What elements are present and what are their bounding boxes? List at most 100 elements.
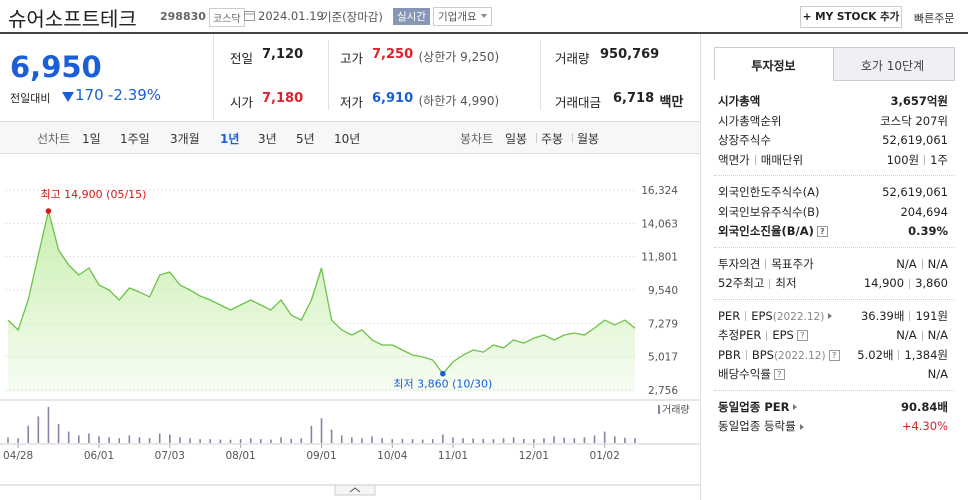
volume-bar (452, 437, 454, 443)
cell-value: 6,910 (372, 91, 414, 106)
realtime-badge[interactable]: 실시간 (393, 8, 430, 25)
volume-bar (169, 434, 171, 443)
current-price: 6,950 (10, 50, 102, 84)
tab-heading[interactable]: 봉차트 (460, 132, 494, 146)
date-basis: 기준(장마감) (321, 10, 383, 24)
separator (924, 155, 926, 165)
volume-bar (543, 438, 545, 443)
row-label: EPS (772, 328, 794, 342)
info-row: 액면가 매매단위 100원 1주 (718, 151, 948, 170)
volume-bar (613, 436, 616, 443)
tab-separator (572, 133, 573, 143)
row-value: 100원 (886, 152, 920, 167)
row-label: 추정PER (718, 328, 762, 342)
cell-label: 거래대금 (555, 95, 602, 110)
x-tick-label: 08/01 (225, 450, 255, 462)
candle-tab[interactable]: 일봉 (505, 132, 528, 146)
help-icon[interactable]: ? (796, 330, 808, 341)
arrow-icon[interactable] (828, 313, 833, 319)
info-row: 상장주식수 52,619,061 (718, 131, 948, 150)
volume-bar (401, 438, 404, 443)
row-label: 52주최고 (718, 276, 765, 290)
info-row: 동일업종 등락률 +4.30% (718, 417, 948, 436)
collapse-chevron (349, 487, 361, 493)
left-panel (0, 34, 701, 500)
row-value: +4.30% (901, 419, 948, 433)
row-values: 100원 1주 (887, 151, 948, 170)
separator (909, 278, 911, 289)
row-label: 배당수익률 (718, 367, 771, 381)
volume-bar (280, 437, 282, 443)
volume-bar (634, 438, 636, 443)
my-stock-button[interactable]: + MY STOCK 추가 (800, 6, 902, 28)
period-tab[interactable]: 1년 (220, 132, 240, 146)
row-value: 3,657억원 (890, 94, 948, 108)
row-value: 191원 (915, 308, 948, 323)
separator (921, 259, 923, 269)
volume-bar (88, 433, 90, 443)
info-row: PBR BPS(2022.12)? 5.02배 1,384원 (718, 346, 948, 365)
row-value: 0.39% (908, 224, 948, 238)
volume-bar (431, 439, 434, 443)
period-tab[interactable]: 10년 (334, 132, 361, 146)
row-values: 52,619,061 (882, 183, 948, 202)
row-value: N/A (896, 328, 917, 342)
side-tab-box (714, 47, 834, 80)
info-row: 투자의견 목표주가 N/A N/A (718, 255, 948, 274)
volume-bar (371, 436, 373, 443)
info-row: 시가총액 3,657억원 (718, 92, 948, 111)
arrow-icon[interactable] (799, 423, 804, 430)
info-row: 배당수익률? N/A (718, 365, 948, 384)
help-icon[interactable]: ? (828, 349, 840, 361)
cell-value: 6,718 (613, 91, 655, 106)
period-tab[interactable]: 5년 (296, 132, 315, 146)
period-tab[interactable]: 1주일 (120, 132, 150, 146)
row-values: N/A (928, 365, 948, 384)
volume-bar (229, 439, 232, 443)
tab-heading[interactable]: 선차트 (37, 132, 71, 146)
row-value: 5.02배 (857, 347, 894, 362)
volume-bar (563, 437, 566, 443)
x-tick-label: 01/02 (590, 450, 620, 462)
volume-bar (27, 425, 30, 443)
row-value: N/A (927, 328, 948, 342)
row-values: 0.39% (908, 222, 948, 241)
info-row: 외국인보유주식수(B) 204,694 (718, 203, 948, 222)
period-tab[interactable]: 1일 (82, 132, 101, 146)
row-value: 14,900 (863, 276, 905, 290)
row-value: 52,619,061 (882, 185, 948, 199)
row-label: 상장주식수 (718, 133, 771, 147)
candle-tab[interactable]: 주봉 (541, 132, 564, 146)
cell-label: 고가 (340, 51, 364, 66)
overview-dropdown[interactable]: 기업개요 (433, 7, 492, 26)
volume-bar (340, 435, 343, 443)
info-row: 추정PER EPS? N/A N/A (718, 326, 948, 345)
arrow-icon[interactable] (793, 404, 798, 410)
side-tab[interactable]: 호가 10단계 (860, 59, 925, 73)
calendar-icon (244, 11, 255, 21)
help-icon[interactable]: ? (816, 226, 828, 237)
volume-bar (533, 439, 535, 443)
candle-tab[interactable]: 월봉 (577, 132, 600, 146)
y-tick-label: 16,324 (641, 185, 678, 197)
row-value: 52,619,061 (882, 133, 948, 147)
volume-bar (118, 438, 121, 443)
collapse-button[interactable] (334, 484, 376, 496)
separator (745, 311, 747, 321)
help-icon[interactable]: ? (773, 369, 785, 380)
price-chart: 2,756 5,017 7,279 9,540 11,801 14,063 16,324 최고… (0, 185, 700, 496)
volume-bar (128, 435, 131, 443)
side-tab[interactable]: 투자정보 (751, 59, 796, 73)
period-tab[interactable]: 3년 (258, 132, 277, 146)
period-tab[interactable]: 3개월 (170, 132, 200, 146)
tab-separator (536, 133, 537, 143)
volume-bar (603, 431, 606, 443)
cell-label: 전일 (230, 51, 254, 66)
market-badge: 코스닥 (209, 8, 245, 27)
group-separator (714, 298, 954, 300)
row-label: PBR (718, 347, 741, 362)
separator (765, 259, 767, 269)
quick-order-button[interactable]: 빠른주문 (914, 12, 955, 25)
volume-bar (148, 438, 151, 443)
volume-bar (411, 439, 414, 443)
